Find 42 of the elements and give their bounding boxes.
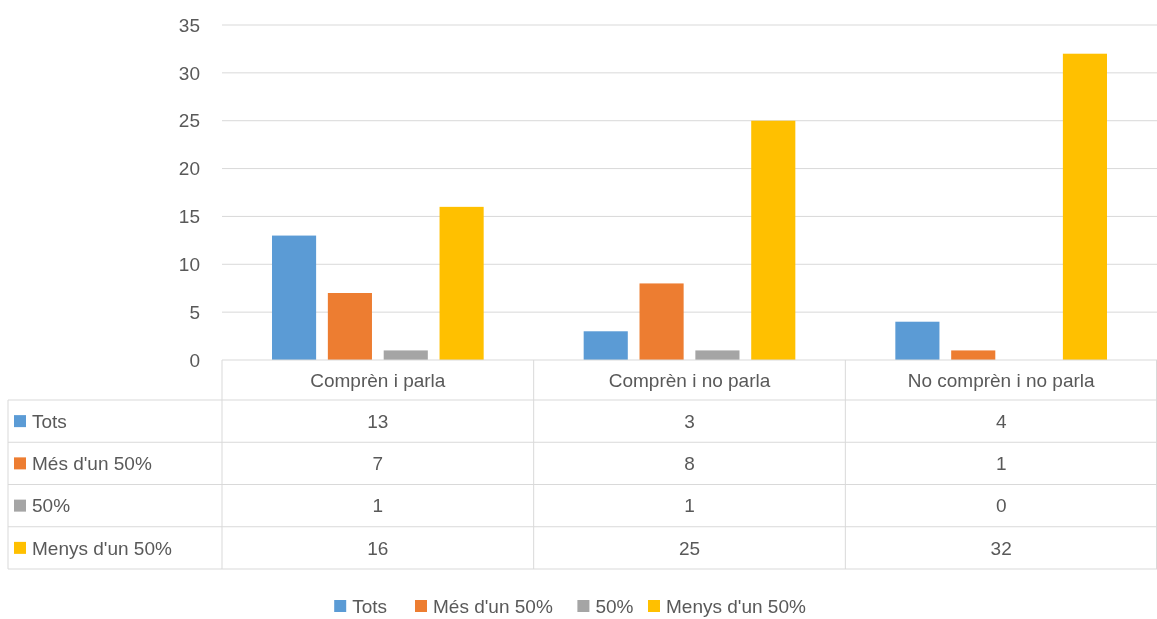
bar [895, 321, 940, 360]
legend-label: 50% [595, 595, 634, 617]
bar [639, 283, 684, 360]
data-label: 4 [995, 410, 1007, 432]
bar [383, 350, 428, 360]
data-label: 13 [367, 410, 389, 432]
bar [751, 120, 796, 360]
data-label: 8 [684, 453, 695, 475]
y-tick-label: 15 [178, 206, 200, 228]
data-label: 1 [372, 495, 384, 517]
y-tick-label: 30 [178, 62, 200, 84]
text: Tots [352, 595, 388, 617]
bar [327, 293, 372, 360]
bar [1062, 53, 1107, 360]
data-label: 0 [995, 495, 1007, 517]
data-label: 3 [684, 410, 695, 432]
x-tick-label: No comprèn i no parla [907, 369, 1096, 391]
data-label: 1 [684, 495, 695, 517]
legend-label: Més d'un 50% [32, 453, 152, 475]
y-tick-label: 25 [178, 110, 200, 132]
text: 50% [32, 495, 71, 517]
text: Més d'un 50% [433, 595, 553, 617]
bar [439, 206, 484, 360]
y-tick-label: 20 [178, 158, 200, 180]
y-tick-label: 35 [178, 14, 200, 36]
data-label: 32 [990, 537, 1012, 559]
y-tick-label: 5 [189, 301, 200, 323]
data-label: 7 [372, 453, 384, 475]
bar [951, 350, 996, 360]
data-label: 25 [678, 537, 701, 559]
data-label: 1 [995, 453, 1007, 475]
y-tick-label: 10 [178, 253, 200, 275]
bar [583, 331, 628, 360]
text: Menys d'un 50% [32, 537, 172, 559]
legend-label: Menys d'un 50% [666, 595, 806, 617]
x-tick-label: Comprèn i parla [310, 369, 446, 391]
data-label: 16 [367, 537, 389, 559]
legend-label: Tots [32, 410, 67, 432]
y-tick-label: 0 [189, 349, 200, 371]
bar [695, 350, 740, 360]
x-tick-label: Comprèn i no parla [608, 369, 771, 391]
bar [272, 235, 317, 360]
